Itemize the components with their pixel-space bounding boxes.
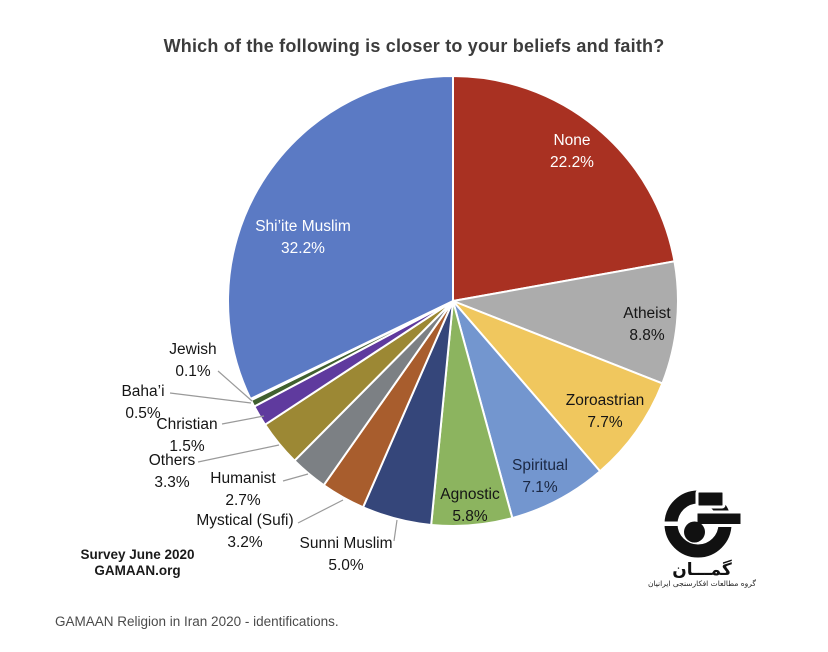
- pie-label-spiritual: Spiritual 7.1%: [512, 457, 568, 496]
- leader-line-mystical-sufi: [297, 499, 344, 524]
- pie-label-humanist: Humanist 2.7%: [210, 470, 276, 509]
- leader-line-bahai: [169, 392, 252, 404]
- leader-line-jewish: [217, 370, 253, 402]
- pie-label-others: Others 3.3%: [149, 452, 196, 491]
- pie-slice-none: [452, 75, 676, 302]
- pie-label-christian: Christian 1.5%: [156, 416, 217, 455]
- logo-crossbar: [694, 510, 744, 527]
- pie-label-none: None 22.2%: [550, 132, 594, 171]
- pie-label-bahai: Baha’i 0.5%: [121, 383, 164, 422]
- logo-left-slit: [656, 521, 682, 526]
- survey-org: GAMAAN.org: [94, 563, 181, 578]
- gamaan-subtitle: گروه مطالعات افکارسنجی ایرانیان: [647, 579, 756, 588]
- pie-slice-zoroastrian: [452, 300, 664, 473]
- gamaan-wordmark: گمـــان: [672, 560, 732, 580]
- pie-label-sunni-muslim: Sunni Muslim 5.0%: [299, 535, 392, 574]
- survey-credit: Survey June 2020 GAMAAN.org: [55, 547, 220, 579]
- pie-label-shiite-muslim: Shi’ite Muslim 32.2%: [255, 218, 351, 257]
- pie-slice-atheist: [452, 260, 679, 385]
- pie-slice-shiite-muslim: [227, 75, 454, 400]
- logo-top-block: [695, 489, 726, 509]
- pie-label-agnostic: Agnostic 5.8%: [440, 486, 500, 525]
- chart-title: Which of the following is closer to your…: [163, 36, 665, 56]
- logo-center-dot: [684, 521, 705, 543]
- leader-line-sunni-muslim: [393, 519, 398, 542]
- pie-label-mystical-sufi: Mystical (Sufi) 3.2%: [196, 512, 293, 551]
- leader-line-humanist: [282, 473, 309, 482]
- gamaan-logo-mark: [656, 489, 744, 558]
- gamaan-logo: گمـــان گروه مطالعات افکارسنجی ایرانیان: [648, 488, 756, 588]
- figure-caption: GAMAAN Religion in Iran 2020 - identific…: [55, 614, 339, 629]
- leader-line-christian: [221, 415, 265, 425]
- pie-slice-spiritual: [452, 300, 602, 520]
- survey-date: Survey June 2020: [80, 547, 195, 562]
- leader-line-others: [197, 444, 280, 463]
- pie-label-zoroastrian: Zoroastrian 7.7%: [566, 392, 644, 431]
- pie-label-jewish: Jewish 0.1%: [169, 341, 216, 380]
- pie-label-atheist: Atheist 8.8%: [623, 305, 671, 344]
